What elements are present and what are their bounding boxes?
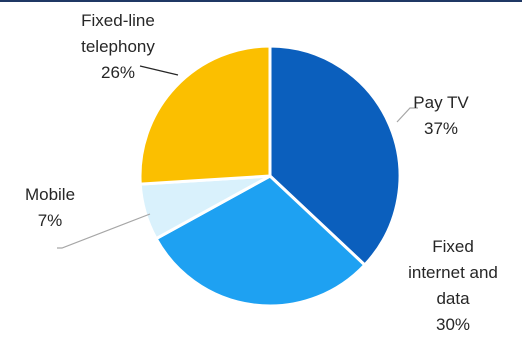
data-label-value: 30% — [436, 315, 470, 334]
data-label-value: 26% — [101, 63, 135, 82]
data-label-value: 37% — [424, 119, 458, 138]
data-label-category: Mobile — [25, 185, 75, 204]
pie-slice-fixed-internet — [154, 174, 367, 308]
leader-line-mobile — [57, 213, 151, 249]
data-label-category: Pay TV — [413, 93, 469, 112]
data-label-category: Fixed-line — [81, 11, 155, 30]
data-label-value: 7% — [38, 211, 63, 230]
data-label-category: Fixed — [432, 237, 474, 256]
data-label-fixed-telephony: Fixed-line telephony 26% — [81, 11, 155, 82]
data-label-mobile: Mobile 7% — [25, 185, 75, 230]
data-label-category: data — [436, 289, 470, 308]
data-label-category: internet and — [408, 263, 498, 282]
data-label-fixed-internet: Fixed internet and data 30% — [408, 237, 498, 334]
data-label-category: telephony — [81, 37, 155, 56]
leader-line-fixed-telephony — [139, 65, 179, 76]
data-label-pay-tv: Pay TV 37% — [413, 93, 469, 138]
leader-line-pay-tv — [396, 107, 418, 123]
top-divider — [0, 0, 522, 2]
pie-slice-fixed-telephony — [138, 44, 272, 186]
pie-slice-pay-tv — [268, 44, 402, 267]
